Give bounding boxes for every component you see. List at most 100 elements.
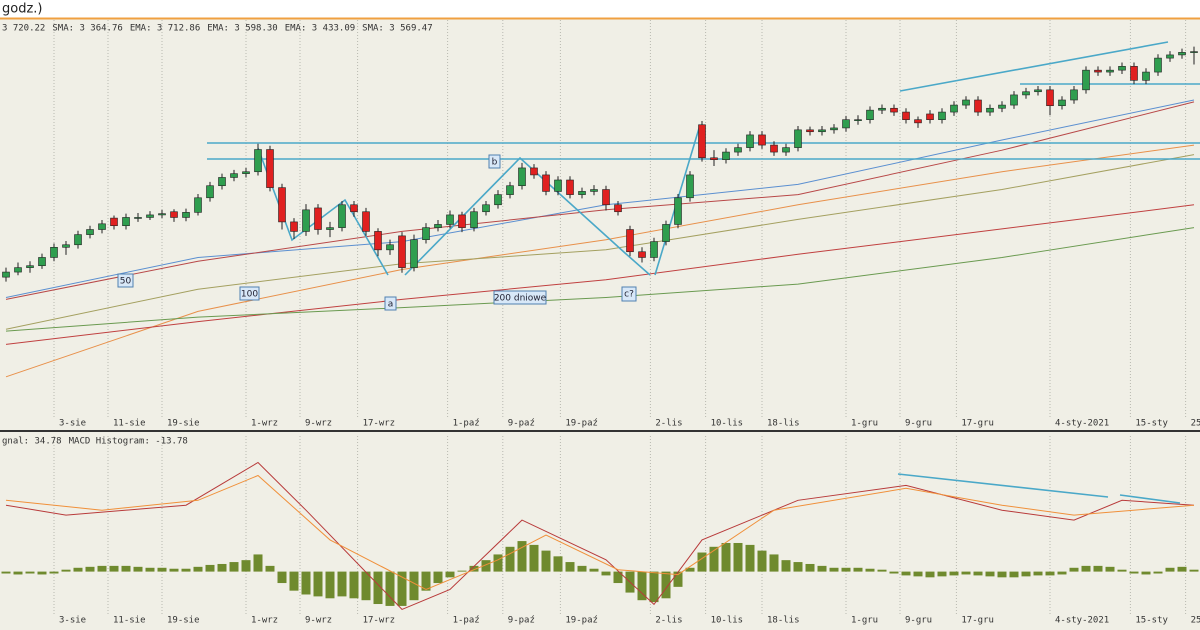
candle-body [290, 221, 298, 232]
candle-body [554, 179, 562, 192]
histogram-bar [145, 567, 155, 572]
candle-body [926, 113, 934, 120]
histogram-bar [601, 571, 611, 576]
candle-body [458, 214, 466, 228]
histogram-bar [793, 562, 803, 572]
histogram-bar [817, 565, 827, 572]
candle-body [302, 209, 310, 232]
histogram-bar [337, 571, 347, 597]
histogram-bar [1117, 569, 1127, 572]
legend-entry: SMA: 3 569.47 [362, 24, 432, 34]
candle-body [398, 235, 406, 268]
legend-entry: EMA: 3 433.09 [285, 24, 355, 34]
histogram-bar [553, 556, 563, 572]
candle-body [422, 227, 430, 240]
histogram-bar [1141, 571, 1151, 575]
candle-body [758, 134, 766, 146]
histogram-bar [973, 571, 983, 576]
candle-body [14, 267, 22, 273]
annotation: 100 [241, 290, 258, 300]
candle-body [98, 223, 106, 230]
histogram-bar [409, 571, 419, 601]
histogram-bar [385, 571, 395, 606]
x-tick-label: 1-wrz [251, 419, 278, 429]
histogram-bar [1009, 571, 1019, 578]
candle-body [590, 189, 598, 192]
histogram-bar [829, 567, 839, 572]
histogram-bar [781, 560, 791, 572]
histogram-bar [481, 560, 491, 572]
x-tick-label: 25- [1191, 616, 1200, 626]
histogram-bar [805, 563, 815, 572]
histogram-bar [577, 565, 587, 572]
candle-body [350, 204, 358, 213]
candle-body [1142, 71, 1150, 81]
candle-body [734, 147, 742, 153]
candle-body [1082, 69, 1090, 91]
candle-body [470, 211, 478, 228]
x-tick-label: 10-lis [711, 419, 744, 429]
annotation: c? [624, 290, 634, 300]
candle-body [386, 244, 394, 251]
histogram-bar [1189, 569, 1199, 572]
histogram-bar [1153, 571, 1163, 574]
indicator-line [5, 227, 1195, 332]
candle-body [146, 214, 154, 218]
candle-body [578, 191, 586, 195]
x-tick-label: 4-sty-2021 [1055, 616, 1109, 626]
candle-body [482, 204, 490, 213]
histogram-bar [1021, 571, 1031, 577]
candle-body [1010, 94, 1018, 106]
candle-body [494, 194, 502, 206]
candle-body [182, 212, 190, 218]
histogram-bar [865, 568, 875, 572]
histogram-bar [949, 571, 959, 576]
candle-body [794, 129, 802, 148]
histogram-bar [589, 568, 599, 572]
candle-body [374, 231, 382, 251]
label-box [488, 154, 501, 169]
indicator-line [5, 144, 1195, 378]
candle-body [770, 144, 778, 153]
candle-body [50, 247, 58, 258]
histogram-bar [301, 571, 311, 595]
histogram-bar [97, 565, 107, 572]
histogram-bar [229, 562, 239, 572]
histogram-bar [253, 554, 263, 572]
indicator-line [5, 101, 1195, 300]
x-tick-label: 1-paź [453, 616, 480, 626]
candle-body [230, 173, 238, 178]
histogram-bar [433, 571, 443, 584]
x-tick-label: 17-wrz [363, 616, 396, 626]
x-tick-label: 1-gru [851, 616, 878, 626]
histogram-bar [157, 567, 167, 572]
candle-body [638, 251, 646, 258]
candle-body [518, 167, 526, 187]
candle-body [1034, 89, 1042, 93]
drawings [207, 41, 1200, 504]
histogram-bar [85, 566, 95, 572]
candle-body [314, 207, 322, 230]
histogram-bar [769, 554, 779, 572]
histogram-bar [469, 565, 479, 572]
histogram-bar [649, 571, 659, 603]
histogram-bar [13, 571, 23, 575]
histogram-bar [265, 565, 275, 572]
candle-body [338, 204, 346, 228]
candle-body [662, 224, 670, 242]
candle-body [62, 244, 70, 248]
grid: 3-sie 11-sie 19-sie 1-wrz 9-wrz 17-wrz 1-paź 9-… [53, 20, 1200, 626]
legends: 3 720.22 SMA: 3 364.76 EMA: 3 712.86 EMA: 3… [2, 24, 433, 447]
histogram-bar [1165, 567, 1175, 572]
histogram-bar [313, 571, 323, 597]
candle-body [266, 149, 274, 188]
indicator-line [5, 99, 1195, 298]
x-tick-label: 10-lis [711, 616, 744, 626]
indicators [5, 99, 1195, 378]
histogram-bar [361, 571, 371, 601]
histogram-bar [637, 571, 647, 601]
histogram-bar [277, 571, 287, 584]
x-tick-label: 11-sie [113, 616, 146, 626]
histogram-bar [289, 571, 299, 591]
histogram-bar [1069, 567, 1079, 572]
